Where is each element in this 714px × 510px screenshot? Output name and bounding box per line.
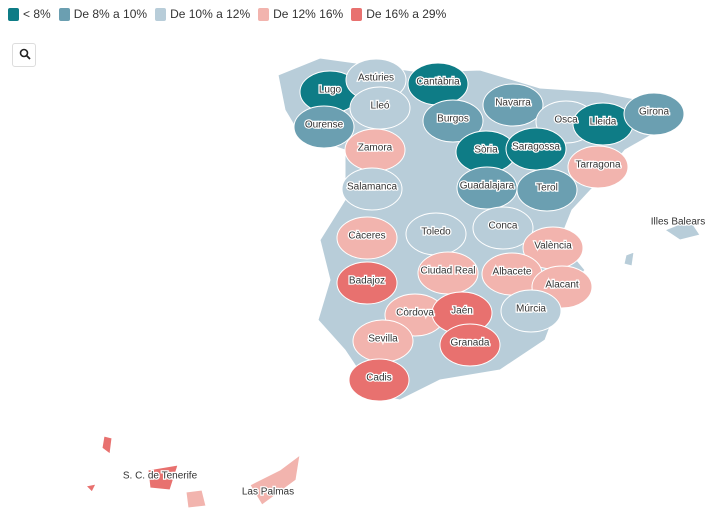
province-label: Lugo bbox=[319, 85, 342, 96]
legend-item: < 8% bbox=[8, 7, 51, 21]
legend-label: < 8% bbox=[23, 7, 51, 21]
province-shape[interactable] bbox=[336, 261, 398, 305]
province-label: Burgos bbox=[437, 114, 469, 125]
province-shape[interactable] bbox=[623, 92, 685, 136]
legend-item: De 16% a 29% bbox=[351, 7, 446, 21]
province-shape[interactable] bbox=[348, 358, 410, 402]
province-label: Sevilla bbox=[368, 334, 398, 345]
province-label: Zamora bbox=[358, 143, 393, 154]
legend-label: De 12% 16% bbox=[273, 7, 344, 21]
province-label: Múrcia bbox=[516, 304, 546, 315]
province-shape[interactable] bbox=[341, 167, 403, 211]
province-label: Lleida bbox=[590, 117, 617, 128]
province-label: Las Palmas bbox=[242, 487, 294, 498]
province-label: Alacant bbox=[545, 280, 579, 291]
province-shape[interactable] bbox=[472, 206, 534, 250]
province-label: Albacete bbox=[493, 267, 532, 278]
province-label: Lleó bbox=[371, 101, 390, 112]
province-label: Navarra bbox=[495, 98, 531, 109]
province-label: Càceres bbox=[348, 231, 385, 242]
province-label: Illes Balears bbox=[651, 217, 705, 228]
province-label: Granada bbox=[451, 338, 490, 349]
province-label: S. C. de Tenerife bbox=[123, 471, 198, 482]
search-button[interactable] bbox=[12, 43, 36, 67]
province-shape[interactable] bbox=[336, 216, 398, 260]
legend-swatch bbox=[155, 7, 167, 21]
province-shape[interactable] bbox=[482, 83, 544, 127]
province-label: Tarragona bbox=[575, 160, 620, 171]
province-label: Toledo bbox=[421, 227, 451, 238]
province-shape[interactable] bbox=[293, 105, 355, 149]
province-label: Astúries bbox=[358, 73, 394, 84]
province-label: Sòria bbox=[474, 145, 498, 156]
province-label: Guadalajara bbox=[460, 181, 515, 192]
legend-item: De 8% a 10% bbox=[58, 7, 148, 21]
province-shape[interactable] bbox=[500, 289, 562, 333]
legend-label: De 16% a 29% bbox=[366, 7, 447, 21]
province-label: Conca bbox=[489, 221, 518, 232]
search-icon bbox=[19, 48, 31, 60]
legend-label: De 8% a 10% bbox=[73, 7, 148, 21]
legend-swatch bbox=[258, 7, 270, 21]
ibiza bbox=[623, 251, 635, 267]
province-label: Ciudad Real bbox=[420, 266, 475, 277]
legend-item: De 10% a 12% bbox=[155, 7, 250, 21]
legend: < 8% De 8% a 10% De 10% a 12% De 12% 16% De … bbox=[8, 7, 446, 21]
legend-label: De 10% a 12% bbox=[170, 7, 251, 21]
las-palmas-islands bbox=[185, 453, 301, 509]
province-label: Ourense bbox=[305, 120, 344, 131]
legend-item: De 12% 16% bbox=[258, 7, 343, 21]
province-shape[interactable] bbox=[439, 323, 501, 367]
province-label: Osca bbox=[554, 115, 578, 126]
province-label: Terol bbox=[536, 183, 558, 194]
legend-swatch bbox=[351, 7, 363, 21]
province-label: Còrdova bbox=[396, 308, 434, 319]
tenerife-islands bbox=[84, 435, 179, 493]
province-label: Salamanca bbox=[347, 182, 397, 193]
province-label: Saragossa bbox=[512, 142, 560, 153]
legend-swatch bbox=[58, 7, 70, 21]
province-label: Cadis bbox=[366, 373, 392, 384]
mallorca bbox=[663, 219, 701, 241]
province-label: Cantàbria bbox=[416, 77, 460, 88]
province-label: Jaén bbox=[451, 306, 473, 317]
province-label: València bbox=[534, 241, 572, 252]
province-shape[interactable] bbox=[422, 99, 484, 143]
legend-swatch bbox=[8, 7, 19, 21]
province-label: Girona bbox=[639, 107, 669, 118]
province-shape[interactable] bbox=[516, 168, 578, 212]
province-label: Badajoz bbox=[349, 276, 385, 287]
province-shape[interactable] bbox=[567, 145, 629, 189]
